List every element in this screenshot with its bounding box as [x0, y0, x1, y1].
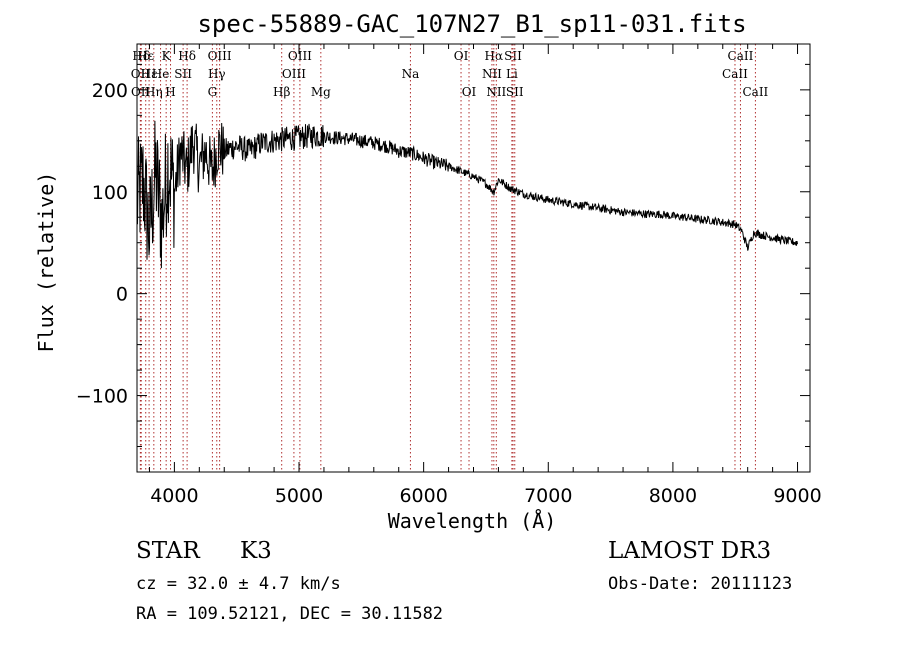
line-marker-label: CaII [728, 49, 754, 63]
object-class: STAR [136, 538, 200, 564]
spectrum-series [136, 120, 798, 269]
line-marker-label: NII [482, 67, 502, 81]
x-axis-label: Wavelength (Å) [388, 509, 557, 533]
survey-name: LAMOST DR3 [608, 538, 772, 564]
line-marker-label: Na [402, 67, 420, 81]
line-marker-label: OI [462, 85, 477, 99]
y-tick-labels: −100 0 100 200 [76, 80, 128, 408]
line-marker-label: Li [506, 67, 518, 81]
axis-ticks [137, 44, 810, 472]
line-marker-label: SII [174, 67, 192, 81]
emission-line-markers: HδOIIOIIHεHεHηKHHeHδSIIOIIIHγGOIIIOIIIHβ… [131, 44, 769, 472]
line-marker-label: CaII [742, 85, 768, 99]
x-tick-label: 4000 [150, 485, 198, 507]
spectrum-line [136, 120, 798, 269]
y-tick-label: 200 [92, 80, 128, 102]
line-marker-label: He [152, 67, 170, 81]
line-marker-label: OI [454, 49, 469, 63]
subclass: K3 [240, 538, 272, 564]
line-marker-label: NII [486, 85, 506, 99]
line-marker-label: Mg [311, 85, 331, 99]
y-tick-label: 0 [116, 284, 128, 306]
coordinates: RA = 109.52121, DEC = 30.11582 [136, 604, 444, 624]
line-marker-label: OIII [288, 49, 312, 63]
line-marker-label: SII [504, 49, 522, 63]
line-marker-label: OIII [208, 49, 232, 63]
line-marker-label: Hε [137, 49, 154, 63]
redshift-velocity: cz = 32.0 ± 4.7 km/s [136, 574, 341, 594]
x-tick-label: 6000 [399, 485, 447, 507]
line-marker-label: Hε [141, 67, 158, 81]
x-tick-label: 7000 [524, 485, 572, 507]
line-marker-label: Hδ [178, 49, 196, 63]
line-marker-label: Hα [485, 49, 504, 63]
chart-title: spec-55889-GAC_107N27_B1_sp11-031.fits [197, 10, 746, 38]
line-marker-label: SII [506, 85, 524, 99]
line-marker-label: H [165, 85, 175, 99]
line-marker-label: Hη [145, 85, 163, 99]
observation-date: Obs-Date: 20111123 [608, 574, 793, 594]
line-marker-label: Hβ [273, 85, 290, 99]
plot-frame [136, 43, 811, 473]
y-tick-label: −100 [76, 386, 128, 408]
line-marker-label: Hγ [208, 67, 226, 81]
line-marker-label: K [162, 49, 172, 63]
x-tick-labels: 4000 5000 6000 7000 8000 9000 [150, 485, 822, 507]
x-tick-label: 5000 [275, 485, 323, 507]
line-marker-label: OIII [282, 67, 306, 81]
x-tick-label: 9000 [773, 485, 821, 507]
spectrum-chart: spec-55889-GAC_107N27_B1_sp11-031.fits H… [34, 10, 822, 533]
line-marker-label: CaII [722, 67, 748, 81]
y-axis-label: Flux (relative) [34, 172, 58, 353]
line-marker-label: G [208, 85, 218, 99]
y-tick-label: 100 [92, 182, 128, 204]
x-tick-label: 8000 [649, 485, 697, 507]
